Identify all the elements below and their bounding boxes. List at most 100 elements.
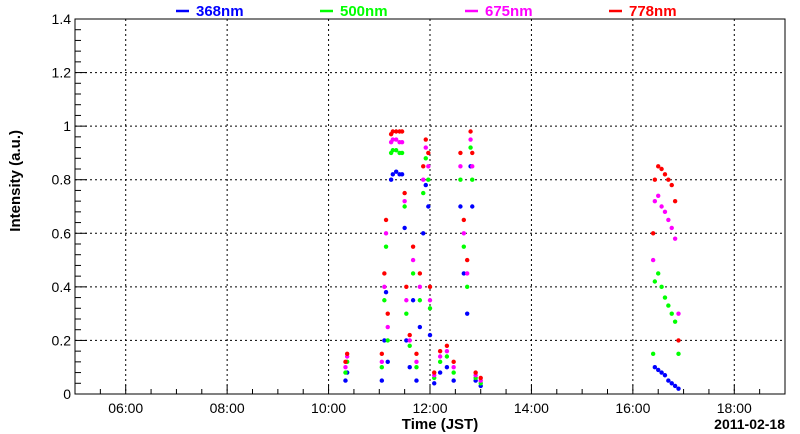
data-point-675nm <box>659 204 664 209</box>
x-axis-title: Time (JST) <box>402 416 478 433</box>
data-point-500nm <box>390 148 396 153</box>
data-point-500nm <box>404 311 409 316</box>
data-point-368nm <box>669 381 674 386</box>
data-point-675nm <box>666 217 671 223</box>
legend-label: 500nm <box>340 3 388 20</box>
data-point-778nm <box>421 164 426 169</box>
data-point-675nm <box>427 298 433 303</box>
data-point-500nm <box>410 271 416 276</box>
data-point-500nm <box>470 177 475 182</box>
data-point-500nm <box>656 271 661 276</box>
data-point-778nm <box>468 129 473 134</box>
data-point-368nm <box>379 378 385 383</box>
data-point-675nm <box>669 225 674 231</box>
y-tick-label: 1.4 <box>52 11 72 27</box>
data-point-675nm <box>451 365 456 370</box>
data-point-368nm <box>444 365 450 370</box>
data-point-778nm <box>344 351 350 357</box>
x-tick-label: 18:00 <box>717 400 752 416</box>
data-point-778nm <box>426 150 431 156</box>
data-point-675nm <box>652 198 658 204</box>
data-point-778nm <box>399 129 405 134</box>
data-point-778nm <box>437 348 443 354</box>
data-point-778nm <box>464 257 470 263</box>
data-point-675nm <box>407 338 412 343</box>
data-point-675nm <box>399 140 405 145</box>
y-tick-label: 0 <box>63 386 71 402</box>
data-point-368nm <box>421 231 426 236</box>
data-point-675nm <box>650 257 656 263</box>
data-point-500nm <box>666 303 671 308</box>
data-point-500nm <box>672 319 678 324</box>
data-point-500nm <box>662 295 668 300</box>
data-point-500nm <box>393 148 399 153</box>
data-point-675nm <box>379 359 385 365</box>
data-point-675nm <box>393 137 399 142</box>
data-point-778nm <box>656 164 661 169</box>
data-point-500nm <box>423 156 428 161</box>
data-point-500nm <box>426 177 431 182</box>
data-point-368nm <box>423 182 428 188</box>
data-point-675nm <box>385 324 390 330</box>
y-tick-label: 0.8 <box>52 172 72 188</box>
data-point-778nm <box>650 231 656 236</box>
data-point-675nm <box>464 271 470 276</box>
data-point-500nm <box>379 365 385 370</box>
data-point-368nm <box>382 338 387 343</box>
data-point-368nm <box>437 370 443 375</box>
data-point-368nm <box>461 271 467 276</box>
data-point-500nm <box>421 190 426 196</box>
data-point-500nm <box>427 306 433 311</box>
data-point-778nm <box>407 332 412 338</box>
data-point-675nm <box>423 145 428 150</box>
data-point-778nm <box>659 166 664 172</box>
data-point-368nm <box>464 311 470 316</box>
data-point-368nm <box>458 204 463 209</box>
data-point-500nm <box>659 284 664 290</box>
data-point-778nm <box>393 129 399 134</box>
data-point-778nm <box>410 244 416 249</box>
legend: 368nm 500nm 675nm 778nm <box>176 3 677 20</box>
y-tick-label: 0.4 <box>52 279 72 295</box>
legend-label: 368nm <box>196 3 244 20</box>
data-point-778nm <box>379 351 385 357</box>
data-point-778nm <box>390 129 396 134</box>
y-tick-label: 0.2 <box>52 332 72 348</box>
data-point-778nm <box>461 217 467 223</box>
data-point-368nm <box>652 365 658 370</box>
data-point-500nm <box>399 150 405 156</box>
data-point-778nm <box>666 177 671 182</box>
data-point-500nm <box>407 343 412 348</box>
data-point-500nm <box>652 279 658 284</box>
x-tick-label: 14:00 <box>514 400 549 416</box>
data-point-675nm <box>444 348 450 354</box>
data-point-675nm <box>390 137 396 142</box>
legend-label: 778nm <box>629 3 677 20</box>
data-point-500nm <box>461 244 467 249</box>
data-point-675nm <box>383 231 389 236</box>
data-point-778nm <box>417 271 423 276</box>
data-point-500nm <box>676 351 681 357</box>
data-point-778nm <box>662 172 668 177</box>
data-point-675nm <box>461 231 467 236</box>
y-tick-label: 0.6 <box>52 225 72 241</box>
axis-ticks: 06:00 08:00 10:00 12:00 14:00 16:00 18:00 0 0.2 0… <box>52 11 761 416</box>
data-point-675nm <box>417 284 423 290</box>
data-point-500nm <box>385 338 390 343</box>
x-tick-label: 08:00 <box>210 400 245 416</box>
data-point-675nm <box>404 298 409 303</box>
data-point-675nm <box>662 209 668 215</box>
data-point-368nm <box>402 225 407 231</box>
data-point-778nm <box>669 182 674 188</box>
data-point-778nm <box>458 150 463 156</box>
data-point-500nm <box>414 365 419 370</box>
data-point-368nm <box>410 298 416 303</box>
data-point-500nm <box>417 298 423 303</box>
data-point-368nm <box>451 378 456 383</box>
data-point-675nm <box>421 177 426 182</box>
data-point-368nm <box>672 383 678 389</box>
x-tick-label: 10:00 <box>311 400 346 416</box>
data-point-778nm <box>478 375 483 381</box>
